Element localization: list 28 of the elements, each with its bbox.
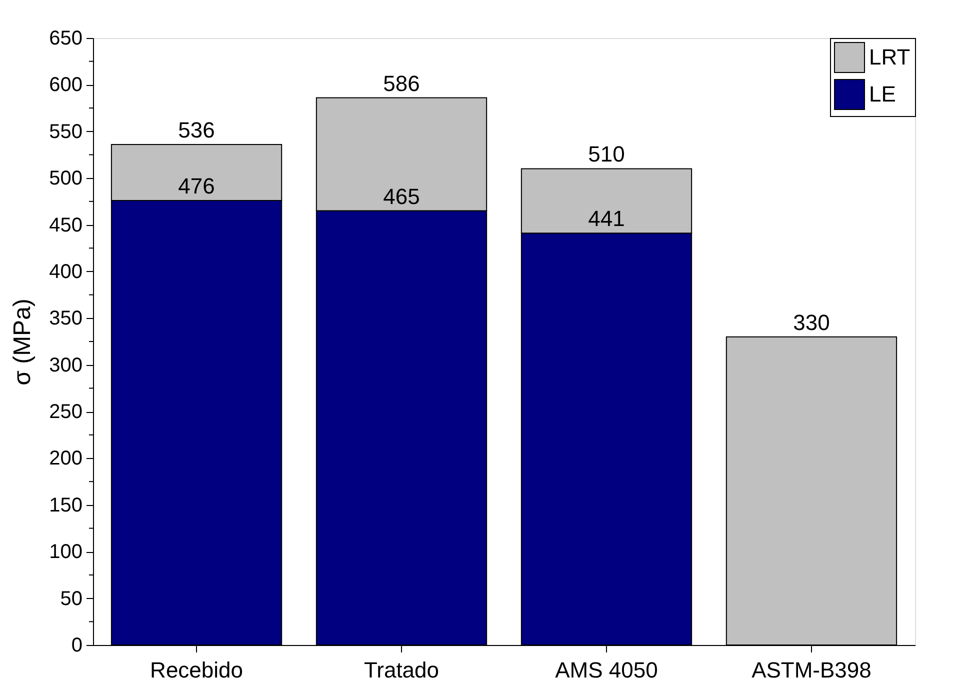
x-tick-label: AMS 4050 <box>555 658 658 682</box>
y-tick-label: 500 <box>49 168 82 190</box>
y-tick-label: 150 <box>49 494 82 516</box>
y-tick-label: 550 <box>49 120 82 143</box>
data-label: 441 <box>588 206 625 232</box>
y-tick-label: 0 <box>71 634 82 656</box>
y-tick-label: 250 <box>49 401 82 424</box>
y-tick-label: 50 <box>60 588 82 610</box>
y-tick-label: 450 <box>49 214 82 236</box>
total-label: 586 <box>383 70 420 96</box>
legend-label: LRT <box>869 44 910 70</box>
y-tick-label: 600 <box>49 74 82 96</box>
x-tick-label: Recebido <box>150 658 243 682</box>
y-tick-label: 650 <box>49 28 82 50</box>
legend-label: LE <box>869 82 896 106</box>
y-tick-label: 350 <box>49 308 82 330</box>
y-tick-label: 100 <box>49 541 82 564</box>
y-tick-label: 400 <box>49 260 82 283</box>
total-label: 510 <box>588 142 625 167</box>
x-tick-label: Tratado <box>364 658 440 682</box>
y-tick-label: 300 <box>49 354 82 376</box>
data-label: 465 <box>383 184 420 209</box>
total-label: 536 <box>178 117 215 142</box>
y-axis-title: σ (MPa) <box>9 298 36 386</box>
x-tick-label: ASTM-B398 <box>752 658 872 682</box>
data-label: 476 <box>178 173 215 198</box>
total-label: 330 <box>793 310 830 335</box>
y-tick-label: 200 <box>49 448 82 470</box>
